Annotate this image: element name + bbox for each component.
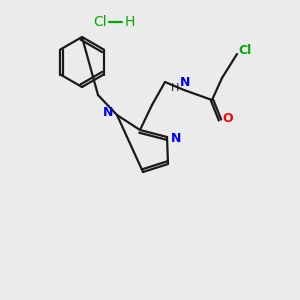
Text: H: H bbox=[171, 83, 179, 93]
Text: Cl: Cl bbox=[238, 44, 252, 58]
Text: H: H bbox=[125, 15, 135, 29]
Text: N: N bbox=[103, 106, 113, 119]
Text: O: O bbox=[223, 112, 233, 125]
Text: Cl: Cl bbox=[93, 15, 107, 29]
Text: N: N bbox=[171, 131, 181, 145]
Text: N: N bbox=[180, 76, 190, 88]
